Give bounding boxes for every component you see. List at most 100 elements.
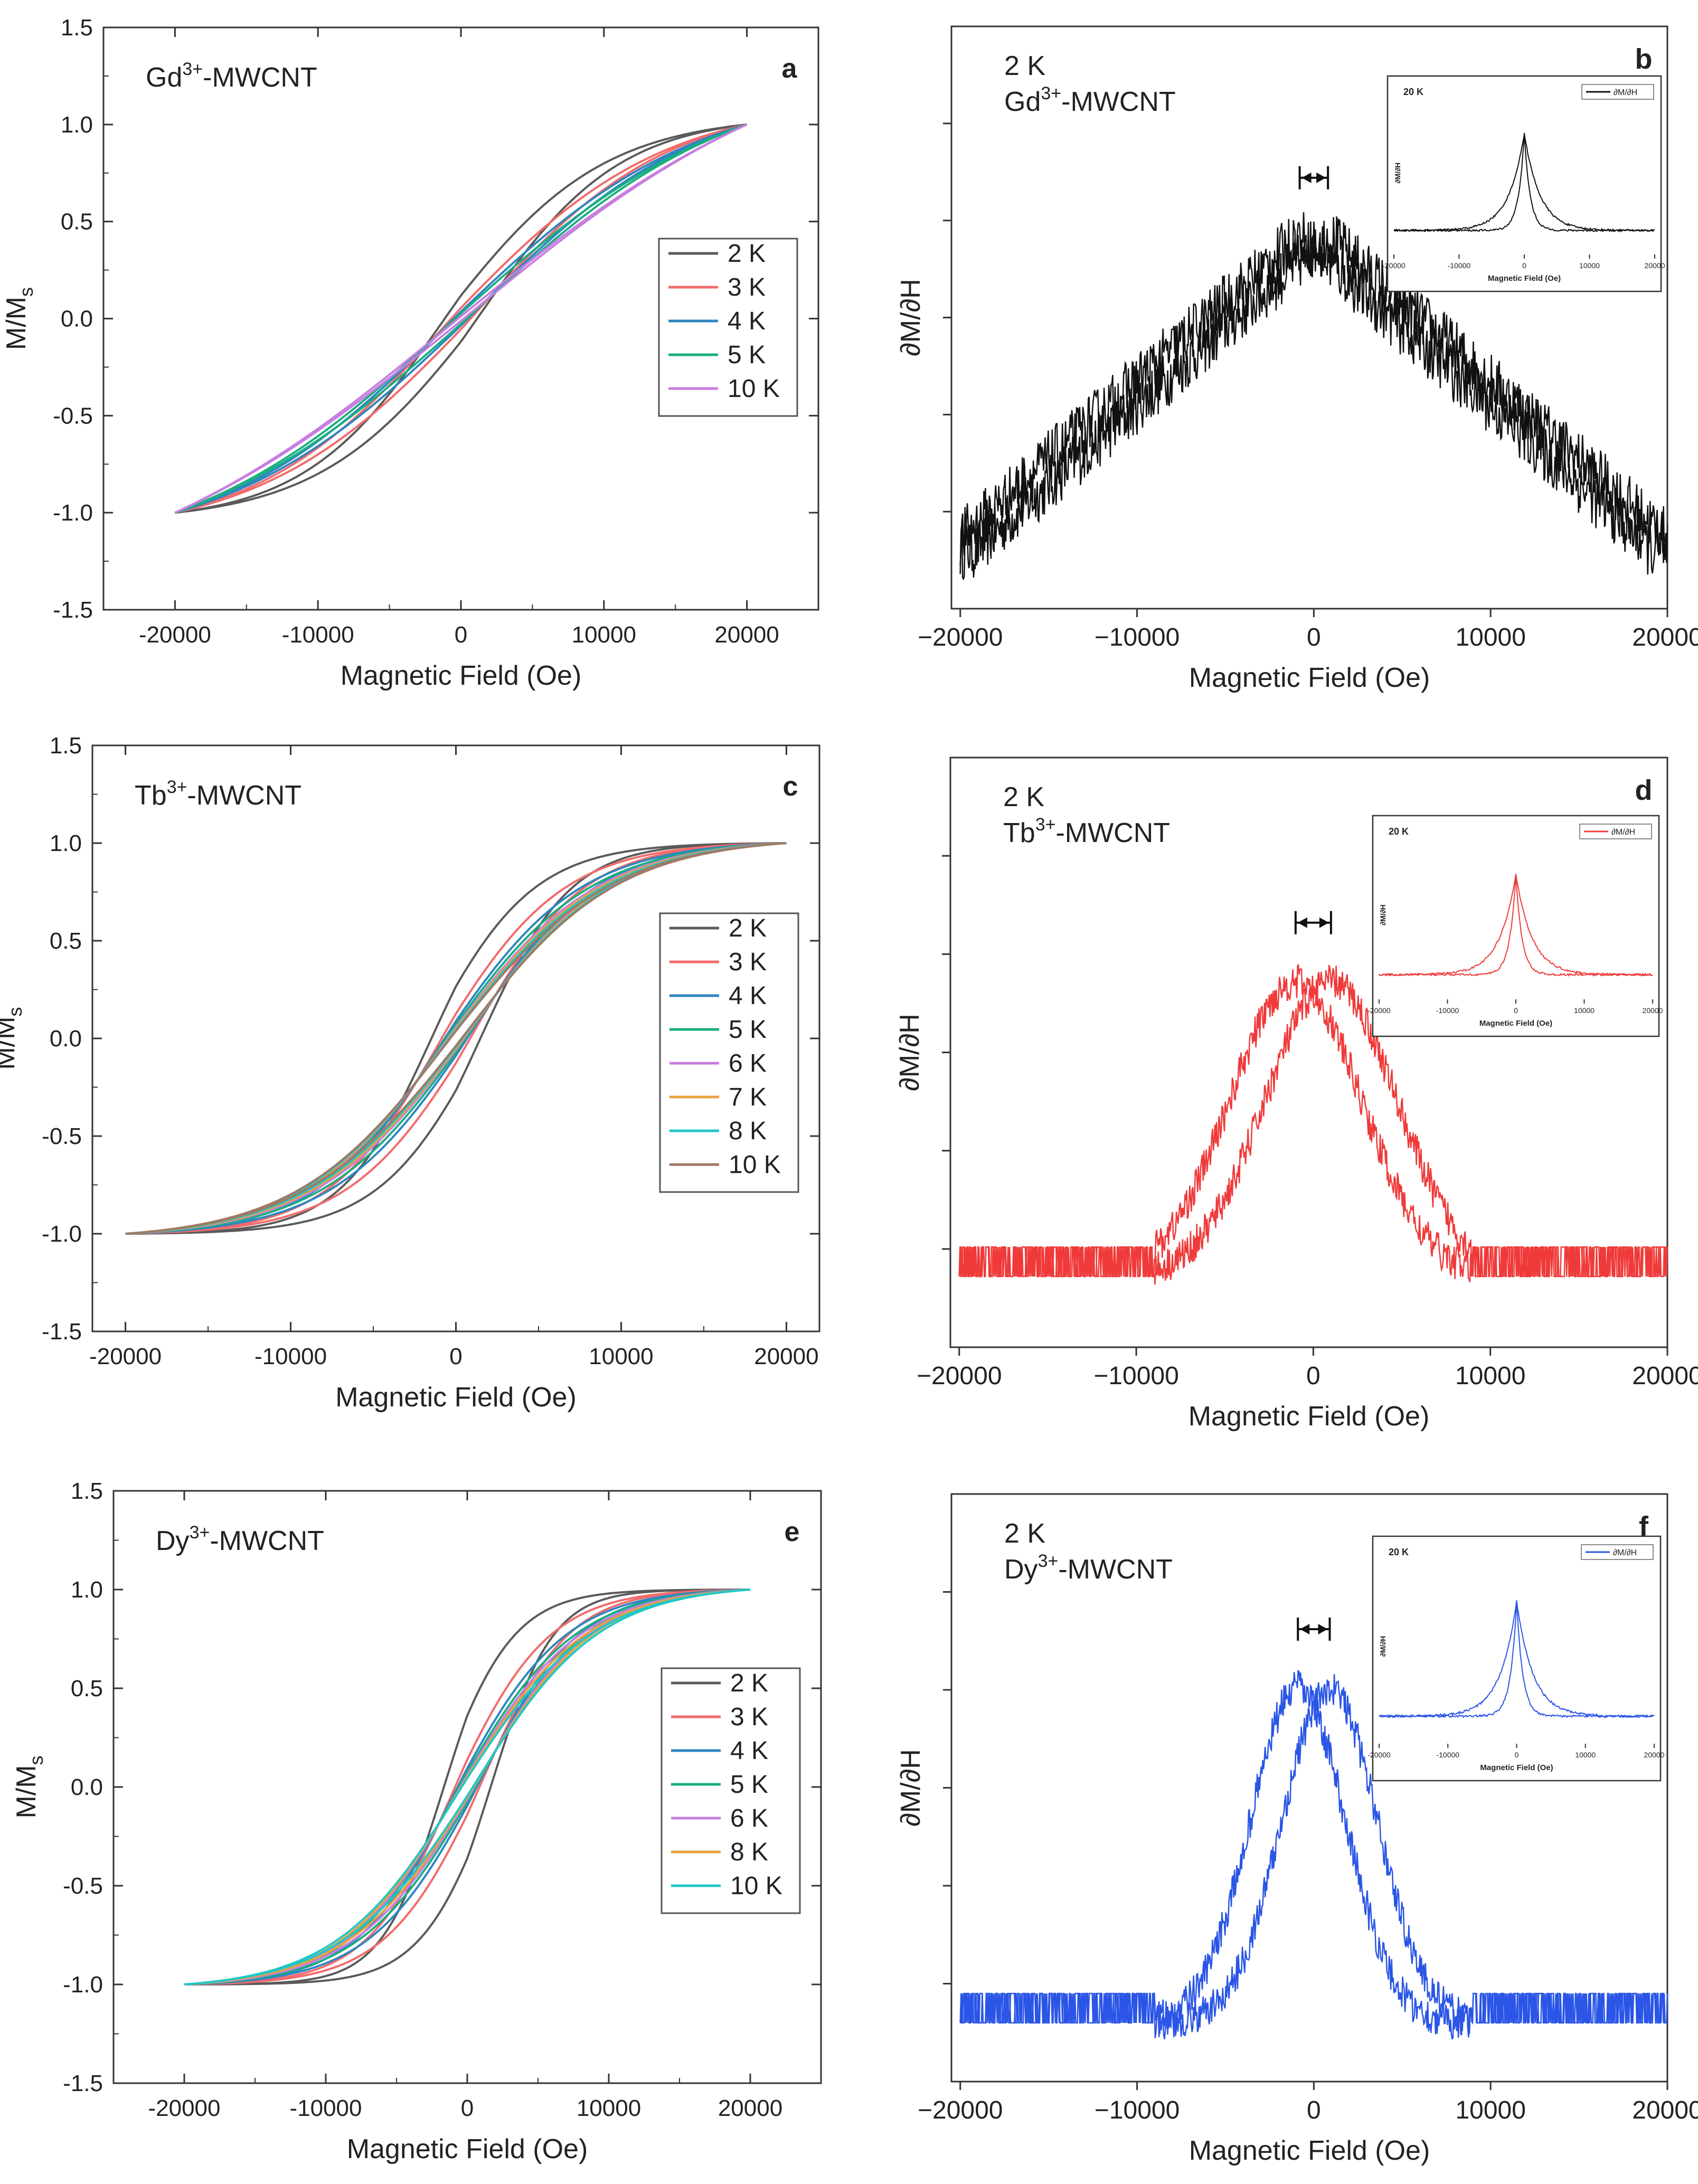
sample-suffix: -MWCNT bbox=[1058, 1554, 1173, 1585]
y-tick-label: 1.5 bbox=[50, 733, 82, 759]
panel-letter: d bbox=[1635, 774, 1653, 806]
x-tick-label: 10000 bbox=[589, 1344, 653, 1369]
series-10K-descending bbox=[125, 842, 787, 1235]
x-tick-label: 20000 bbox=[1632, 1362, 1698, 1390]
y-tick-label: 1.0 bbox=[71, 1577, 103, 1603]
marker-arrowhead-right bbox=[1319, 917, 1329, 928]
x-tick-label: -20000 bbox=[89, 1344, 162, 1369]
inset-x-axis-label: Magnetic Field (Oe) bbox=[1488, 274, 1561, 283]
y-tick-label: 0.0 bbox=[71, 1774, 103, 1800]
peak-split-marker bbox=[1297, 1617, 1331, 1641]
x-tick-label: 0 bbox=[1307, 2096, 1321, 2124]
x-tick-label: 20000 bbox=[1632, 2096, 1698, 2124]
y-tick-label: 0.5 bbox=[50, 928, 82, 954]
legend: 2 K 3 K 4 K 5 K 10 K bbox=[658, 238, 798, 417]
panel-f: −20000 −10000 0 10000 20000 Magnetic Field (O… bbox=[895, 1493, 1698, 2166]
sample-element: Gd bbox=[1004, 87, 1041, 117]
legend-label: 4 K bbox=[730, 1737, 768, 1765]
inset-y-axis-label: ∂M/∂H bbox=[1379, 1636, 1387, 1657]
legend-label: 3 K bbox=[729, 948, 767, 976]
inset-legend-label: ∂M/∂H bbox=[1611, 828, 1635, 837]
legend-label: 2 K bbox=[729, 914, 767, 942]
sample-charge: 3+ bbox=[167, 777, 187, 797]
series-3K-ascending bbox=[184, 1589, 751, 1986]
x-axis-label: Magnetic Field (Oe) bbox=[1189, 663, 1430, 693]
x-tick-label: 20000 bbox=[1632, 623, 1698, 651]
inset-x-tick-label: -20000 bbox=[1382, 261, 1405, 270]
series-5K-descending bbox=[174, 123, 748, 514]
sample-element: Dy bbox=[1004, 1554, 1038, 1585]
x-tick-label: −10000 bbox=[1093, 1362, 1179, 1390]
legend-label: 8 K bbox=[729, 1117, 767, 1145]
x-tick-label: 20000 bbox=[718, 2095, 782, 2121]
inset-x-tick-label: 0 bbox=[1515, 1751, 1519, 1759]
legend-label: 3 K bbox=[730, 1703, 768, 1731]
x-axis-label: Magnetic Field (Oe) bbox=[1189, 2135, 1430, 2166]
peak-split-marker bbox=[1298, 166, 1329, 190]
sample-label: Tb3+-MWCNT bbox=[135, 777, 301, 811]
x-tick-label: -10000 bbox=[254, 1344, 327, 1369]
sample-suffix: -MWCNT bbox=[1061, 87, 1176, 117]
x-tick-label: 0 bbox=[1306, 1362, 1320, 1390]
sample-label: Gd3+-MWCNT bbox=[146, 59, 317, 93]
marker-arrowhead-right bbox=[1316, 172, 1326, 183]
inset-legend-label: ∂M/∂H bbox=[1613, 1548, 1637, 1557]
sample-suffix: -MWCNT bbox=[203, 62, 317, 93]
y-axis-label-main: M/M bbox=[0, 1016, 21, 1070]
y-axis-label-sub: s bbox=[4, 1007, 26, 1016]
series-2K-descending bbox=[184, 1589, 750, 1986]
legend-label: 5 K bbox=[728, 341, 766, 369]
legend-label: 3 K bbox=[728, 273, 766, 301]
inset-x-axis-label: Magnetic Field (Oe) bbox=[1479, 1019, 1552, 1028]
derivative-ascending-trace bbox=[959, 216, 1668, 581]
x-axis-label: Magnetic Field (Oe) bbox=[347, 2134, 588, 2164]
series-4K-ascending bbox=[174, 123, 748, 514]
temperature-label: 2 K bbox=[1004, 1518, 1045, 1549]
sample-element: Tb bbox=[135, 780, 167, 811]
legend-box bbox=[661, 1667, 801, 1914]
y-tick-label: 0.5 bbox=[61, 209, 93, 235]
inset-x-tick-label: -20000 bbox=[1367, 1751, 1391, 1759]
legend-label: 2 K bbox=[730, 1669, 768, 1697]
inset-y-axis-label: ∂M/∂H bbox=[1379, 904, 1387, 925]
y-tick-label: 1.0 bbox=[50, 830, 82, 856]
y-tick-label: 1.5 bbox=[61, 15, 93, 41]
series-2K-descending bbox=[125, 842, 787, 1235]
temperature-label: 2 K bbox=[1003, 782, 1044, 812]
sample-charge: 3+ bbox=[1038, 1551, 1059, 1571]
y-tick-label: -1.5 bbox=[42, 1319, 82, 1345]
sample-element: Tb bbox=[1003, 818, 1035, 848]
x-tick-label: −20000 bbox=[918, 623, 1003, 651]
series-3K-descending bbox=[125, 842, 787, 1235]
marker-arrowhead-left bbox=[1301, 172, 1312, 183]
sample-charge: 3+ bbox=[182, 59, 203, 79]
inset-y-axis-label: ∂M/∂H bbox=[1393, 163, 1402, 184]
x-tick-label: −20000 bbox=[917, 1362, 1002, 1390]
legend: 2 K 3 K 4 K 5 K 6 K 8 K 10 K bbox=[661, 1667, 801, 1914]
inset-temperature-label: 20 K bbox=[1389, 1547, 1409, 1557]
marker-arrowhead-left bbox=[1297, 917, 1307, 928]
legend-label: 10 K bbox=[729, 1151, 781, 1179]
legend-label: 5 K bbox=[730, 1771, 768, 1799]
inset-x-tick-label: -10000 bbox=[1448, 261, 1471, 270]
inset-temperature-label: 20 K bbox=[1389, 826, 1409, 837]
x-tick-label: 10000 bbox=[1455, 1362, 1525, 1390]
derivative-descending-trace bbox=[958, 963, 1668, 1283]
x-tick-label: 10000 bbox=[1455, 2096, 1525, 2124]
x-tick-label: 0 bbox=[461, 2095, 474, 2121]
series-2K-ascending bbox=[175, 123, 747, 514]
y-tick-label: 1.0 bbox=[61, 112, 93, 138]
legend-label: 4 K bbox=[728, 307, 766, 335]
marker-arrowhead-right bbox=[1318, 1623, 1328, 1634]
inset-d: -20000 -10000 0 10000 20000 Magnetic Field (O… bbox=[1367, 815, 1663, 1037]
panel-e: -20000 -10000 0 10000 20000 -1.5 -1.0 -0.5 0.0 0.… bbox=[11, 1478, 822, 2164]
legend-label: 8 K bbox=[730, 1838, 768, 1866]
legend-label: 4 K bbox=[729, 982, 767, 1010]
y-tick-label: -0.5 bbox=[53, 403, 93, 429]
y-axis-label: M/Ms bbox=[1, 287, 37, 350]
y-tick-label: -0.5 bbox=[63, 1873, 103, 1899]
x-tick-label: 0 bbox=[455, 622, 467, 648]
y-tick-label: 0.0 bbox=[61, 306, 93, 332]
x-axis-label: Magnetic Field (Oe) bbox=[1188, 1401, 1430, 1432]
panel-letter: f bbox=[1639, 1511, 1649, 1543]
